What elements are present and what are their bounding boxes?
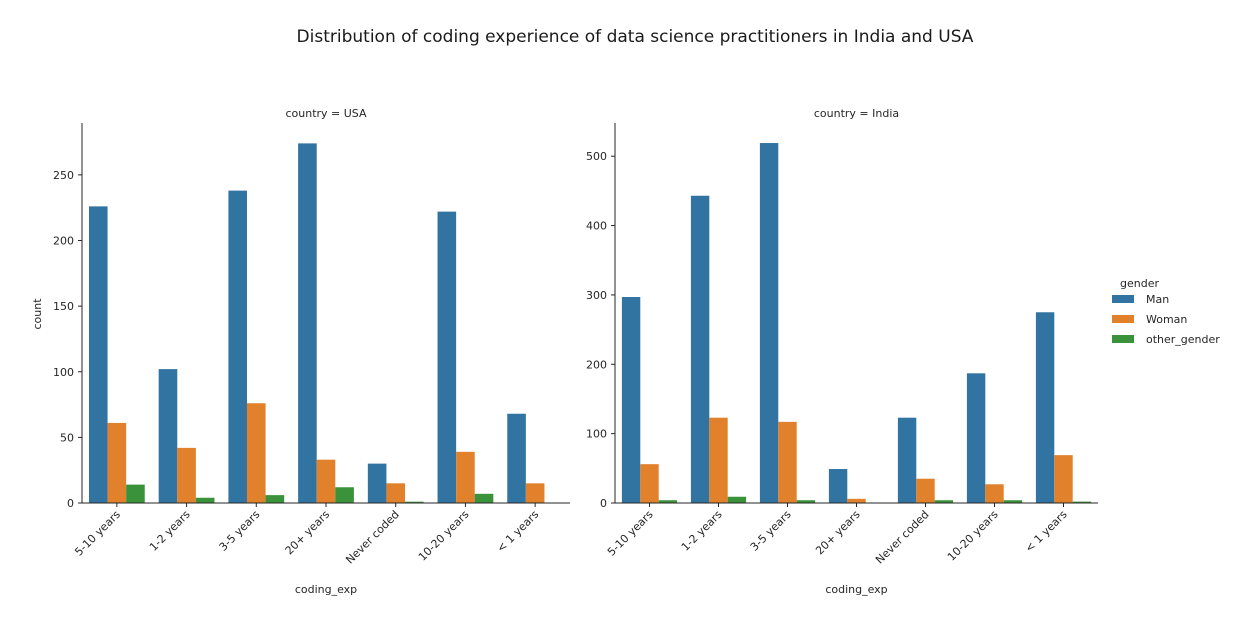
usa-panel-title: country = USA xyxy=(285,107,367,120)
usa-bar-20-years-woman xyxy=(316,459,336,503)
india-bar-1-years-other-gender xyxy=(1072,501,1092,503)
usa-bar-1-2-years-man xyxy=(158,369,178,503)
india-bar-5-10-years-man xyxy=(621,297,641,503)
usa-bar-never-coded-woman xyxy=(386,483,406,503)
india-bar-10-20-years-man xyxy=(966,373,986,503)
usa-y-tick-label: 100 xyxy=(53,366,74,379)
usa-bar-20-years-man xyxy=(298,143,317,503)
usa-x-tick-label: < 1 years xyxy=(494,508,541,555)
usa-bar-10-20-years-other-gender xyxy=(474,493,494,503)
usa-bar-3-5-years-woman xyxy=(246,403,266,503)
usa-x-axis-title: coding_exp xyxy=(295,583,357,596)
india-x-axis-title: coding_exp xyxy=(825,583,887,596)
usa-y-axis-title: count xyxy=(31,298,44,330)
india-y-tick-label: 100 xyxy=(586,428,607,441)
usa-y-tick-label: 150 xyxy=(53,300,74,313)
usa-bar-1-2-years-other-gender xyxy=(195,497,215,503)
panel-india: country = India 0 100 200 300 400 500 5-10 year… xyxy=(586,107,1098,596)
usa-x-tick-label: 3-5 years xyxy=(217,508,263,554)
usa-bar-10-20-years-man xyxy=(437,211,457,503)
legend-swatch-man xyxy=(1112,295,1134,303)
india-x-tick-label: Never coded xyxy=(873,508,932,567)
india-bar-1-2-years-man xyxy=(690,195,710,504)
india-x-tick-label: 3-5 years xyxy=(748,508,794,554)
india-y-tick-label: 0 xyxy=(600,497,607,510)
india-panel-title: country = India xyxy=(814,107,899,120)
usa-bar-1-years-man xyxy=(507,413,526,503)
india-bar-10-20-years-other-gender xyxy=(1003,500,1023,503)
india-bar-1-years-woman xyxy=(1054,455,1073,503)
india-bar-1-years-man xyxy=(1035,312,1055,503)
india-bar-never-coded-man xyxy=(897,417,917,503)
usa-bar-3-5-years-other-gender xyxy=(265,495,285,503)
india-bar-20-years-man xyxy=(828,469,848,503)
legend-label-man: Man xyxy=(1146,293,1169,306)
india-bar-never-coded-other-gender xyxy=(934,500,954,503)
india-bar-3-5-years-woman xyxy=(778,421,797,503)
legend-swatch-woman xyxy=(1112,315,1134,323)
usa-bar-3-5-years-man xyxy=(228,190,247,503)
india-y-tick-label: 300 xyxy=(586,289,607,302)
india-x-tick-label: < 1 years xyxy=(1023,508,1070,555)
usa-bar-20-years-other-gender xyxy=(335,487,354,503)
usa-bar-5-10-years-other-gender xyxy=(126,484,145,503)
legend-swatch-other-gender xyxy=(1112,335,1134,343)
legend: gender Man Woman other_gender xyxy=(1112,277,1220,346)
india-bar-3-5-years-other-gender xyxy=(796,500,816,503)
usa-x-tick-label: 5-10 years xyxy=(72,508,123,559)
usa-x-tick-label: 1-2 years xyxy=(147,508,193,554)
india-bar-20-years-woman xyxy=(847,498,866,503)
legend-title: gender xyxy=(1120,277,1159,290)
india-x-tick-label: 10-20 years xyxy=(945,508,1001,564)
india-bar-10-20-years-woman xyxy=(985,484,1004,503)
india-x-tick-label: 5-10 years xyxy=(605,508,656,559)
india-bar-3-5-years-man xyxy=(759,143,779,503)
usa-bar-1-2-years-woman xyxy=(177,447,196,503)
india-y-tick-label: 200 xyxy=(586,358,607,371)
india-bar-never-coded-woman xyxy=(916,478,935,503)
india-bar-1-2-years-woman xyxy=(709,417,728,503)
usa-y-tick-label: 250 xyxy=(53,169,74,182)
legend-label-other-gender: other_gender xyxy=(1146,333,1220,346)
usa-x-tick-label: Never coded xyxy=(343,508,402,567)
usa-bar-1-years-woman xyxy=(525,483,545,503)
usa-y-tick-label: 0 xyxy=(67,497,74,510)
chart-suptitle: Distribution of coding experience of dat… xyxy=(297,27,974,47)
india-x-tick-label: 1-2 years xyxy=(679,508,725,554)
usa-bar-never-coded-other-gender xyxy=(405,501,424,503)
usa-x-tick-label: 10-20 years xyxy=(416,508,472,564)
usa-y-tick-label: 200 xyxy=(53,235,74,248)
panel-usa: country = USA 0 50 100 150 200 250 5-10 years 1-… xyxy=(31,107,570,596)
india-bar-5-10-years-woman xyxy=(640,464,659,503)
usa-bar-never-coded-man xyxy=(367,463,387,503)
india-y-tick-label: 400 xyxy=(586,220,607,233)
india-x-tick-label: 20+ years xyxy=(813,508,863,558)
india-y-tick-label: 500 xyxy=(586,150,607,163)
legend-label-woman: Woman xyxy=(1146,313,1187,326)
usa-x-tick-label: 20+ years xyxy=(283,508,333,558)
usa-bar-5-10-years-woman xyxy=(107,422,127,503)
usa-bar-10-20-years-woman xyxy=(456,451,475,503)
india-bar-5-10-years-other-gender xyxy=(658,500,678,503)
india-bar-1-2-years-other-gender xyxy=(727,496,747,503)
usa-y-tick-label: 50 xyxy=(60,431,74,444)
usa-bar-5-10-years-man xyxy=(88,206,108,503)
